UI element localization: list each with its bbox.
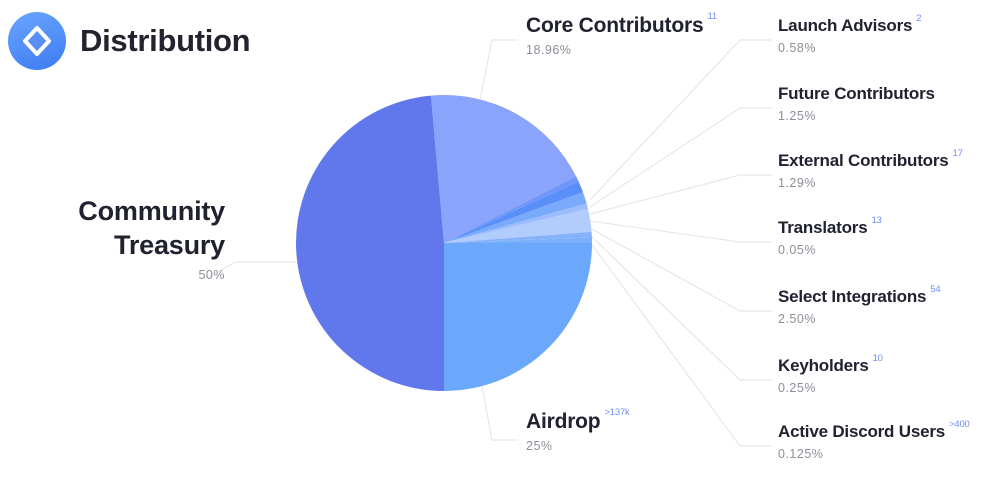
pct-external: 1.29% (778, 176, 816, 190)
note-airdrop: >137k (604, 407, 630, 418)
leader-line-external-contributors (589, 174, 772, 215)
pct-airdrop: 25% (526, 439, 553, 453)
pie-slice-translators (444, 203, 589, 243)
label-community-pct: 50% (198, 268, 225, 282)
pct-translators: 0.05% (778, 243, 816, 257)
page-header: Distribution (8, 12, 251, 70)
note-discord: >400 (949, 419, 970, 430)
pct-discord: 0.125% (778, 447, 824, 461)
pie-slice-airdrop (444, 243, 592, 391)
pie-slice-keyholders (444, 231, 592, 243)
label-community-treasury: Community Treasury 50% (60, 194, 225, 282)
leader-line-translators (589, 220, 772, 243)
pct-core: 18.96% (526, 43, 572, 57)
note-external: 17 (952, 148, 963, 159)
label-translators: Translators 13 0.05% (778, 215, 882, 257)
note-launch: 2 (916, 13, 922, 24)
leader-line-active-discord-users (589, 241, 772, 447)
leader-line-community-treasury (209, 261, 296, 277)
leader-line-core-contributors (479, 39, 518, 101)
leader-line-keyholders (589, 234, 772, 381)
leader-line-select-integrations (589, 227, 772, 312)
pie-slice-future-contributors (444, 181, 583, 243)
leader-line-launch-advisors (589, 39, 772, 201)
label-external-contributors: External Contributors 17 1.29% (778, 148, 963, 190)
note-translators: 13 (871, 215, 882, 226)
pct-integrations: 2.50% (778, 312, 816, 326)
label-active-discord-users: Active Discord Users >400 0.125% (778, 419, 970, 461)
label-community-line1: Community (78, 196, 225, 226)
leader-line-future-contributors (589, 107, 772, 208)
pie-slice-external-contributors (444, 192, 587, 243)
pie-slice-core-contributors (431, 95, 577, 244)
label-future-contributors: Future Contributors 1.25% (778, 84, 935, 123)
pie-slice-select-integrations (444, 208, 592, 243)
ens-logo-icon (8, 12, 66, 70)
label-select-integrations: Select Integrations 54 2.50% (778, 284, 941, 326)
label-community-line2: Treasury (114, 230, 225, 260)
label-core-contributors: Core Contributors 11 18.96% (526, 11, 717, 57)
pct-launch: 0.58% (778, 41, 816, 55)
pie-slice-launch-advisors (444, 176, 579, 243)
pie-slice-active-discord-users (444, 237, 592, 244)
pct-future: 1.25% (778, 109, 816, 123)
page-title: Distribution (80, 23, 251, 58)
label-airdrop: Airdrop >137k 25% (526, 407, 630, 453)
note-core: 11 (707, 11, 717, 22)
pie-slice-community-treasury (295, 95, 444, 392)
leader-line-airdrop (481, 385, 518, 441)
label-keyholders: Keyholders 10 0.25% (778, 353, 883, 395)
pct-keyholders: 0.25% (778, 381, 816, 395)
label-launch-advisors: Launch Advisors 2 0.58% (778, 13, 922, 55)
note-integrations: 54 (930, 284, 941, 295)
note-keyholders: 10 (872, 353, 883, 364)
